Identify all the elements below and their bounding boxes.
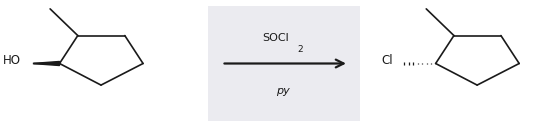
Text: py: py (276, 86, 290, 96)
Text: HO: HO (3, 54, 21, 67)
Text: SOCl: SOCl (262, 33, 289, 43)
Bar (208, 6, 360, 121)
Text: 2: 2 (297, 45, 303, 54)
Polygon shape (34, 61, 59, 66)
Text: Cl: Cl (381, 54, 393, 67)
Polygon shape (34, 63, 59, 64)
